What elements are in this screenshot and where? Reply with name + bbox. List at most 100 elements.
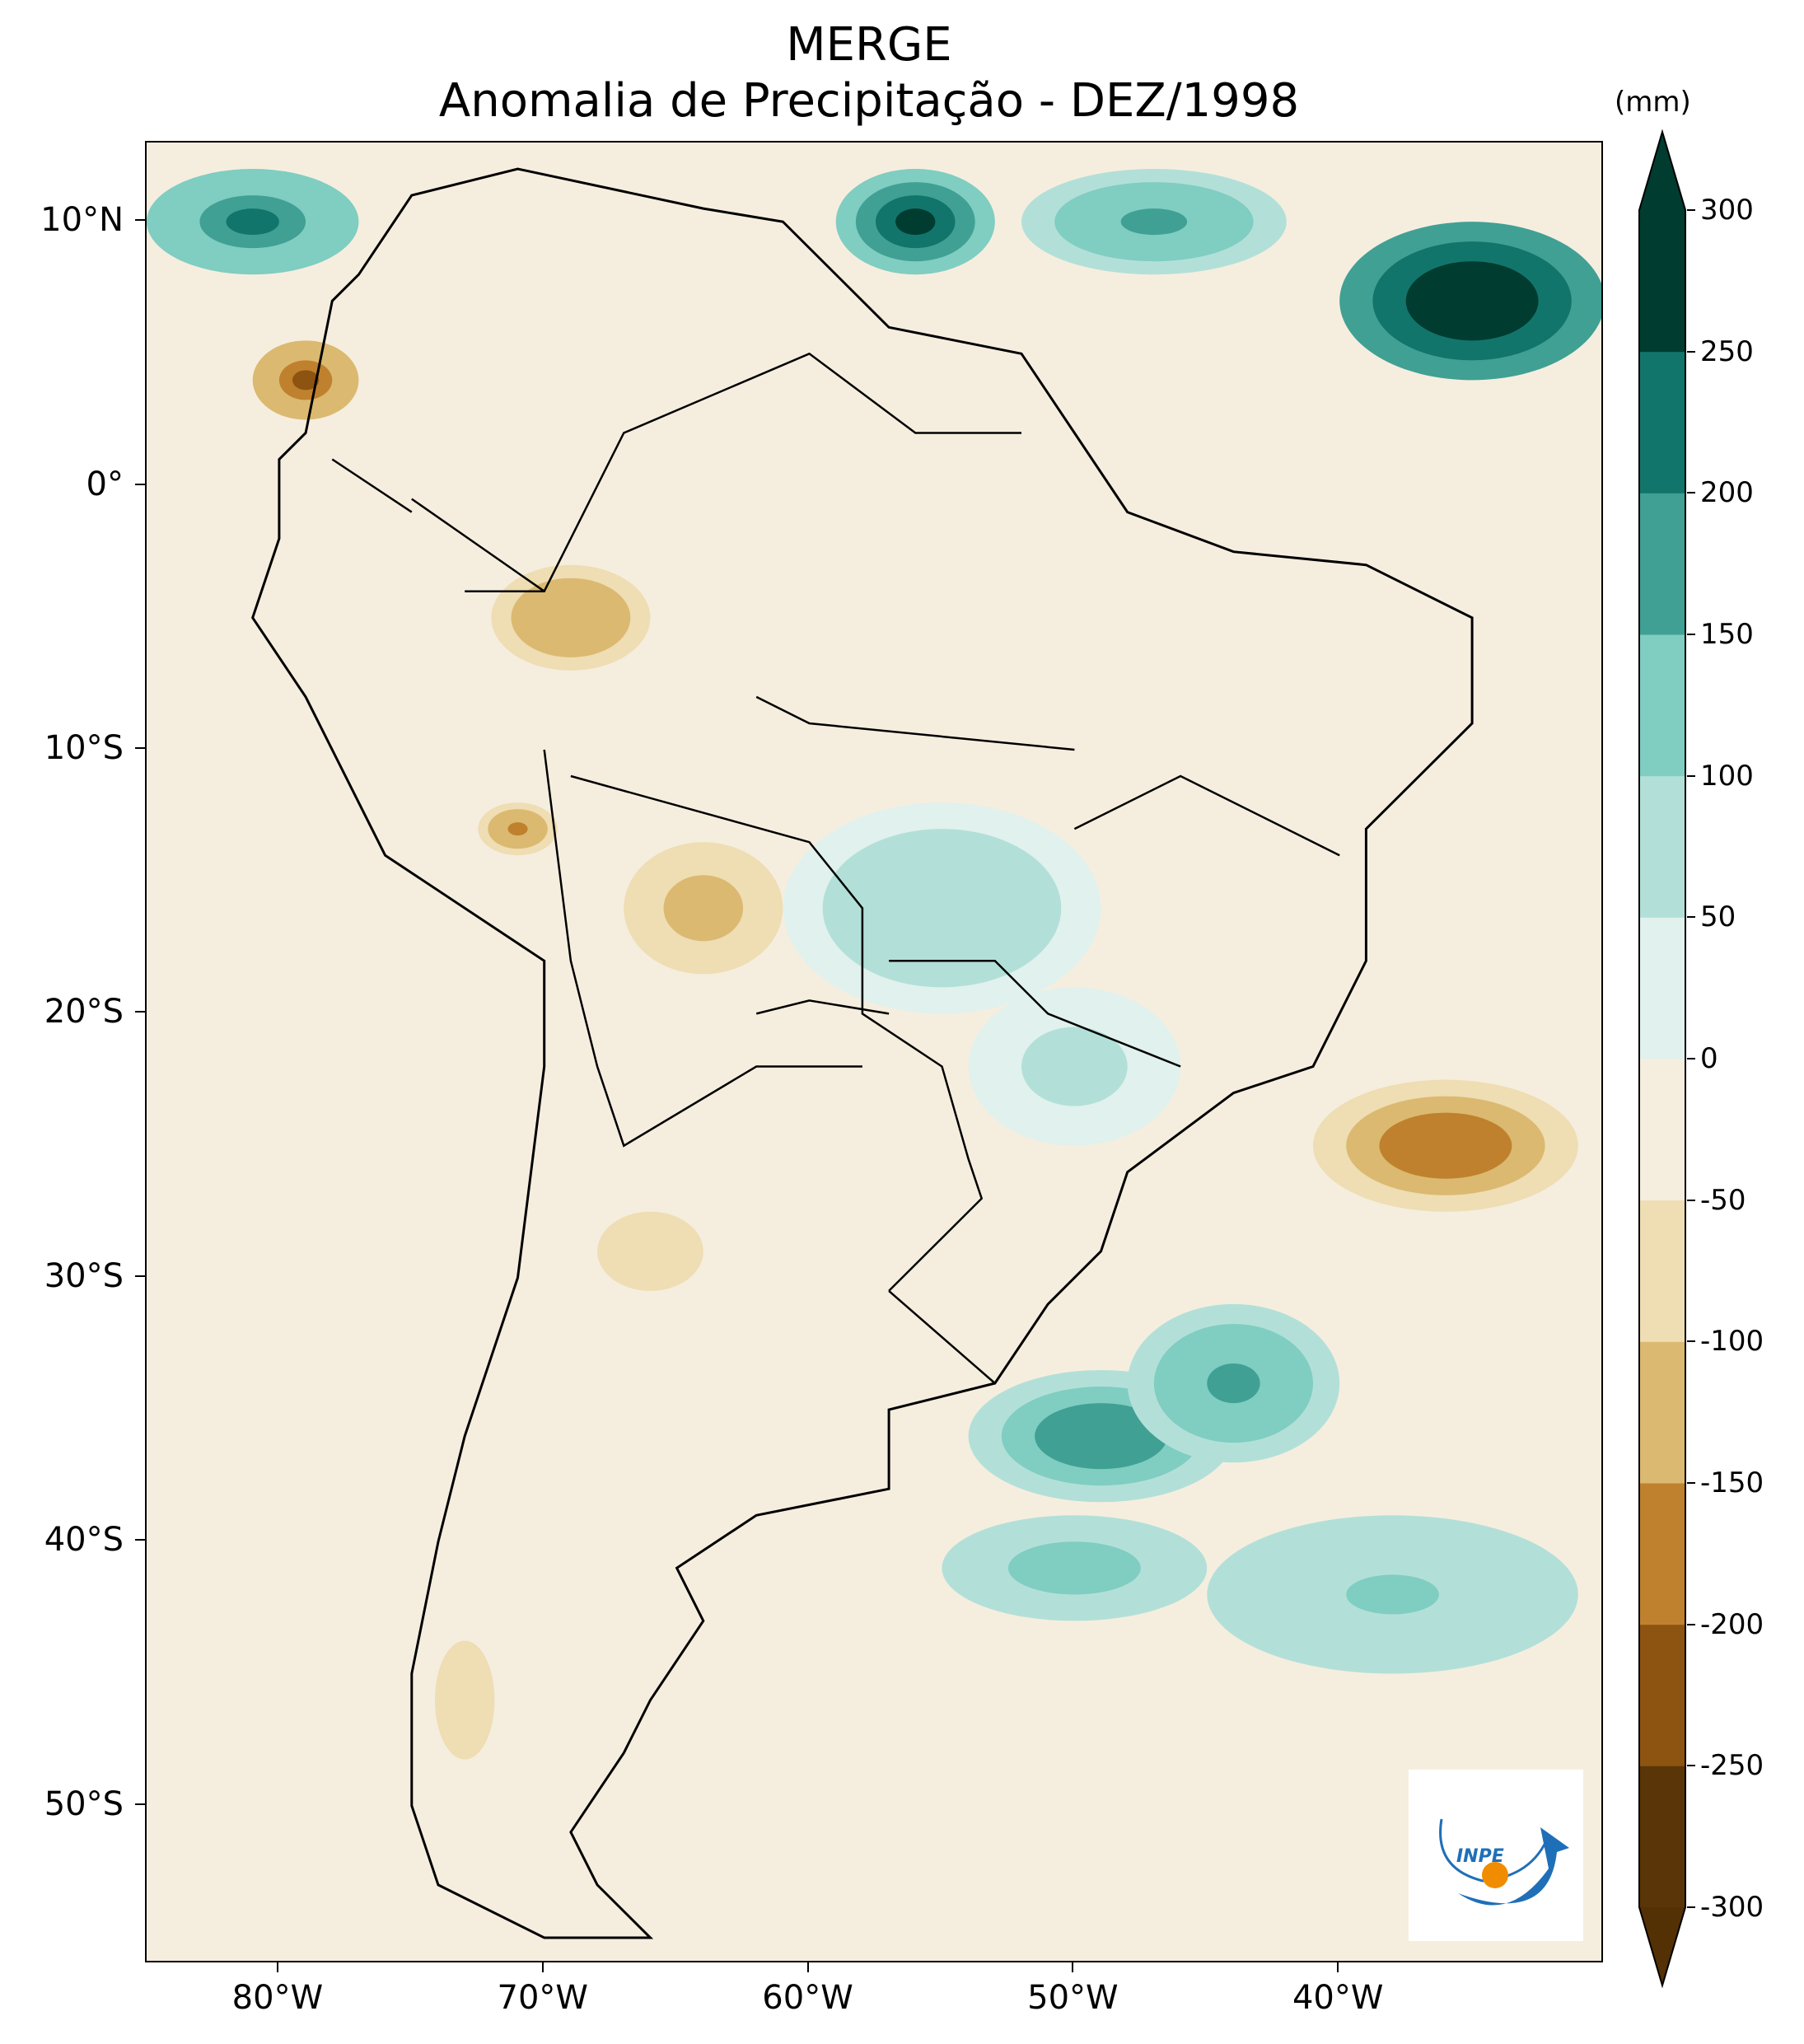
colorbar-tick-label: -250 bbox=[1700, 1749, 1764, 1783]
chart-title: MERGE bbox=[786, 18, 952, 72]
colorbar-tick-label: 100 bbox=[1700, 759, 1754, 793]
chart-subtitle: Anomalia de Precipitação - DEZ/1998 bbox=[438, 74, 1300, 128]
lon-tick bbox=[541, 1962, 544, 1972]
map-panel bbox=[145, 141, 1603, 1962]
lat-tick bbox=[135, 747, 145, 749]
anomaly-peru-dry bbox=[507, 822, 528, 836]
lat-tick-label: 10°N bbox=[40, 201, 124, 240]
lat-tick bbox=[135, 1275, 145, 1277]
colorbar-segment bbox=[1639, 1341, 1685, 1484]
lon-tick-label: 60°W bbox=[762, 1979, 853, 2017]
border-line bbox=[331, 458, 413, 513]
colorbar-tick bbox=[1687, 634, 1695, 635]
lat-tick bbox=[135, 1011, 145, 1013]
lat-tick-label: 20°S bbox=[44, 993, 124, 1031]
border-line bbox=[888, 1289, 996, 1384]
anomaly-map bbox=[147, 167, 1601, 1939]
colorbar-tick-label: -300 bbox=[1700, 1891, 1764, 1924]
anomaly-atlantic-north-wet-2 bbox=[1438, 281, 1506, 321]
inpe-logo: INPE bbox=[1409, 1770, 1583, 1941]
svg-text:INPE: INPE bbox=[1456, 1846, 1504, 1867]
colorbar-tick-label: 300 bbox=[1700, 194, 1754, 227]
border-line bbox=[570, 774, 984, 1292]
lat-tick bbox=[135, 1803, 145, 1805]
anomaly-atlantic-south-wet-1 bbox=[1068, 1420, 1134, 1453]
anomaly-argentina-dry bbox=[624, 1231, 677, 1271]
colorbar-tick-label: 200 bbox=[1700, 476, 1754, 510]
colorbar-tick-label: -200 bbox=[1700, 1607, 1764, 1641]
colorbar-segment bbox=[1639, 1483, 1685, 1625]
lon-tick bbox=[1072, 1962, 1074, 1972]
lon-tick-label: 50°W bbox=[1027, 1979, 1119, 2017]
lat-tick-label: 30°S bbox=[44, 1256, 124, 1295]
colorbar-extend-high bbox=[1639, 132, 1685, 210]
lat-tick-label: 0° bbox=[86, 465, 124, 503]
border-line bbox=[1073, 774, 1340, 857]
colorbar-tick-label: 250 bbox=[1700, 334, 1754, 368]
colorbar-unit: (mm) bbox=[1615, 86, 1691, 119]
anomaly-central-brazil-wet bbox=[902, 882, 982, 935]
anomaly-atlantic-band-wet bbox=[1346, 1574, 1439, 1615]
lat-tick-label: 50°S bbox=[44, 1784, 124, 1823]
lon-tick bbox=[806, 1962, 809, 1972]
colorbar-segment bbox=[1639, 917, 1685, 1059]
colorbar-extend-low bbox=[1639, 1907, 1685, 1986]
colorbar-segment bbox=[1639, 1766, 1685, 1908]
colorbar-tick-label: 0 bbox=[1700, 1042, 1718, 1075]
border-line bbox=[465, 352, 1021, 592]
colorbar-segment bbox=[1639, 634, 1685, 777]
colorbar-tick bbox=[1687, 209, 1695, 211]
lon-tick-label: 80°W bbox=[231, 1979, 324, 2017]
colorbar-segment bbox=[1639, 775, 1685, 918]
colorbar-tick bbox=[1687, 1482, 1695, 1484]
anomaly-atlantic-north-wet-1 bbox=[895, 208, 936, 236]
lon-tick-label: 40°W bbox=[1292, 1979, 1384, 2017]
colorbar-segment bbox=[1639, 1200, 1685, 1342]
colorbar-tick-label: 50 bbox=[1700, 900, 1736, 934]
colorbar-tick-label: 150 bbox=[1700, 618, 1754, 651]
border-line bbox=[543, 749, 862, 1148]
colorbar-tick bbox=[1687, 1765, 1695, 1767]
colorbar-segment bbox=[1639, 1059, 1685, 1201]
colorbar-tick bbox=[1687, 492, 1695, 494]
anomaly-patagonia-dry bbox=[455, 1680, 475, 1720]
lat-tick-label: 40°S bbox=[44, 1521, 124, 1560]
colorbar-tick bbox=[1687, 1340, 1695, 1343]
lat-tick bbox=[135, 483, 145, 485]
colorbar-tick bbox=[1687, 774, 1695, 777]
lon-tick-label: 70°W bbox=[497, 1979, 588, 2017]
anomaly-atlantic-south-wet-2 bbox=[1207, 1363, 1260, 1404]
anomaly-bolivia-dry bbox=[683, 891, 723, 925]
colorbar-tick bbox=[1687, 1058, 1695, 1059]
colorbar-segment bbox=[1639, 493, 1685, 635]
colorbar-tick-label: -50 bbox=[1700, 1183, 1746, 1217]
anomaly-colombia-pacific-dry bbox=[292, 370, 320, 391]
colorbar-tick bbox=[1687, 350, 1695, 353]
coastline bbox=[251, 167, 1474, 1939]
colorbar-tick bbox=[1687, 1623, 1695, 1625]
lon-tick bbox=[1337, 1962, 1339, 1972]
border-line bbox=[755, 695, 1075, 751]
colorbar-tick bbox=[1687, 916, 1695, 919]
anomaly-caribbean-wet bbox=[226, 208, 279, 236]
colorbar-tick bbox=[1687, 1199, 1695, 1201]
border-line bbox=[755, 999, 890, 1015]
border-line bbox=[411, 498, 545, 592]
border-line bbox=[889, 960, 1181, 1068]
anomaly-atlantic-south-wet-3 bbox=[1041, 1555, 1108, 1582]
colorbar-segment bbox=[1639, 351, 1685, 493]
colorbar-tick bbox=[1687, 1906, 1695, 1908]
anomaly-amazon-dry bbox=[550, 604, 591, 631]
anomaly-atlantic-se-dry bbox=[1412, 1129, 1479, 1162]
lat-tick bbox=[135, 1539, 145, 1541]
lon-tick bbox=[276, 1962, 278, 1972]
lat-tick bbox=[135, 219, 145, 222]
colorbar bbox=[1638, 129, 1686, 1989]
anomaly-atlantic-north-wet-3 bbox=[1120, 208, 1188, 236]
colorbar-segment bbox=[1639, 210, 1685, 353]
colorbar-tick-label: -150 bbox=[1700, 1466, 1764, 1499]
colorbar-segment bbox=[1639, 1624, 1685, 1766]
anomaly-southeast-wet bbox=[1048, 1046, 1101, 1087]
lat-tick-label: 10°S bbox=[44, 729, 124, 767]
colorbar-tick-label: -100 bbox=[1700, 1325, 1764, 1359]
